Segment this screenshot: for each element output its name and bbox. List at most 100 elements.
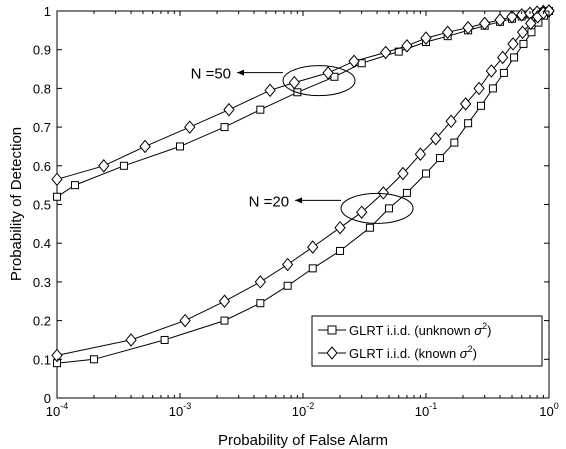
annotation-label: N =20 <box>249 193 289 210</box>
series-square-marker <box>53 192 61 201</box>
series-square-marker <box>499 68 508 77</box>
series-diamond-marker <box>506 10 518 24</box>
series-diamond-marker <box>479 16 491 31</box>
legend-entry-unknown: GLRT i.i.d. (unknown σ2) <box>349 321 491 338</box>
series-square-marker <box>336 246 345 255</box>
y-tick-label: 0.5 <box>33 198 51 213</box>
legend-entry-known-sup: 2 <box>468 344 473 354</box>
series-diamond-marker <box>442 25 454 40</box>
series-diamond-marker <box>507 37 519 51</box>
legend-entry-known-paren: ) <box>473 346 477 361</box>
series-diamond-marker <box>516 25 529 40</box>
series-diamond-marker <box>184 120 196 134</box>
series-diamond-marker <box>348 54 360 69</box>
annotation-ellipse <box>282 65 356 97</box>
y-tick-label: 0.1 <box>33 352 51 367</box>
series-diamond-marker <box>322 66 334 80</box>
y-tick-label: 0.3 <box>33 275 51 290</box>
annotation-layer: N =50 N =20 <box>191 65 414 224</box>
series-square-marker <box>256 105 265 114</box>
series-diamond-marker <box>125 333 137 347</box>
series-square-marker <box>450 138 459 147</box>
y-tick-label: 0.6 <box>33 159 51 174</box>
y-tick-label: 0.7 <box>33 120 51 135</box>
series-square-marker <box>422 169 430 178</box>
series-diamond-marker <box>377 186 389 200</box>
series-diamond-marker <box>264 83 276 98</box>
series-diamond-marker <box>430 131 442 146</box>
series-diamond-marker <box>380 45 392 60</box>
series-square-marker <box>176 142 184 151</box>
y-tick-label: 0.4 <box>33 236 51 251</box>
legend-entry-unknown-paren: ) <box>487 323 491 338</box>
x-tick-base: 10 <box>292 404 306 419</box>
legend-sigma-unknown: σ <box>474 323 483 338</box>
series-square-marker <box>436 154 445 163</box>
x-tick-exponent: -3 <box>183 401 191 411</box>
annotation-arrowhead-icon <box>237 69 245 76</box>
series-square-marker <box>256 299 265 308</box>
annotation-arrowhead-icon <box>295 197 303 204</box>
legend-entry-unknown-text: GLRT i.i.d. (unknown <box>349 323 474 338</box>
series-diamond-marker <box>494 13 506 27</box>
series-square-marker <box>283 281 292 290</box>
series-diamond-marker <box>51 172 63 187</box>
x-axis-label: Probability of False Alarm <box>218 432 388 449</box>
series-diamond-marker <box>462 20 474 35</box>
series-square-marker <box>160 335 169 344</box>
legend-entry-known-text: GLRT i.i.d. (known <box>349 346 460 361</box>
series-diamond-marker <box>334 220 346 235</box>
series-diamond-marker <box>254 275 266 289</box>
series-square-marker <box>510 53 519 62</box>
series-square-marker <box>477 101 486 110</box>
series-square-marker <box>488 84 497 93</box>
y-tick-label: 0.2 <box>33 314 51 329</box>
x-tick-base: 10 <box>46 404 60 419</box>
series-diamond-marker <box>473 81 485 96</box>
x-tick-base: 10 <box>169 404 183 419</box>
y-tick-label: 1 <box>44 4 51 19</box>
legend-entry-known: GLRT i.i.d. (known σ2) <box>349 344 477 361</box>
x-tick-base: 10 <box>539 404 553 419</box>
series-square-marker <box>464 119 473 128</box>
legend: GLRT i.i.d. (unknown σ2) GLRT i.i.d. (kn… <box>311 315 543 367</box>
series-diamond-marker <box>179 313 191 328</box>
y-tick-label: 0.9 <box>33 43 51 58</box>
legend-square-marker-icon <box>327 325 337 335</box>
x-tick-label: 10-4 <box>46 401 68 419</box>
series-square-marker <box>519 39 528 48</box>
series-square-marker <box>527 28 536 37</box>
series-diamond-marker <box>288 75 300 90</box>
x-tick-base: 10 <box>415 404 429 419</box>
series-square-marker <box>402 188 411 197</box>
series-diamond-marker <box>223 102 235 117</box>
x-tick-exponent: 0 <box>554 401 559 411</box>
series-square-marker <box>220 316 229 325</box>
series-square-marker <box>90 355 99 364</box>
series-diamond-marker <box>401 39 413 53</box>
series-diamond-marker <box>445 114 457 129</box>
series-diamond-marker <box>98 159 110 173</box>
series-diamond-marker <box>139 139 151 154</box>
series-diamond-marker <box>281 257 294 272</box>
series-diamond-marker <box>497 50 509 65</box>
series-diamond-marker <box>414 147 427 161</box>
series-square-marker <box>330 72 339 81</box>
x-tick-label: 10-2 <box>292 401 314 419</box>
series-diamond-marker <box>397 166 409 181</box>
series-square-marker <box>220 123 229 132</box>
x-tick-label: 10-1 <box>415 401 437 419</box>
x-tick-label: 10-3 <box>169 401 191 419</box>
annotation-ellipse <box>340 192 414 224</box>
y-axis-label: Probability of Detection <box>8 127 25 281</box>
annotation-label: N =50 <box>191 66 231 83</box>
series-diamond-marker <box>356 205 368 220</box>
x-tick-exponent: -2 <box>306 401 314 411</box>
series-square-marker <box>308 264 317 273</box>
legend-sigma-known: σ <box>460 346 469 361</box>
series-square-marker <box>70 181 79 190</box>
series-square-marker <box>119 161 128 170</box>
legend-diamond-marker-icon <box>326 346 338 360</box>
